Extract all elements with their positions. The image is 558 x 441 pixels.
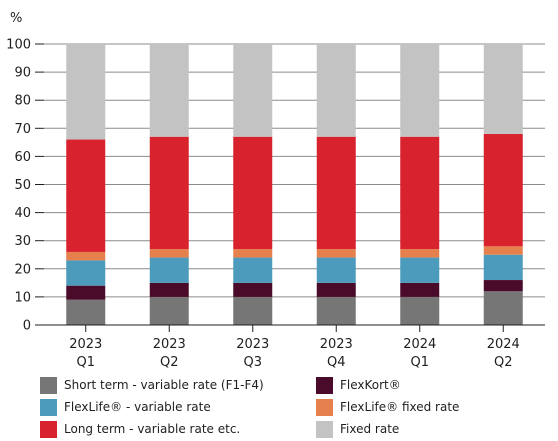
legend-item: Long term - variable rate etc. — [40, 420, 310, 438]
y-tick-label: 10 — [14, 290, 31, 305]
legend-item: FlexLife® fixed rate — [316, 398, 536, 416]
bar-segment — [233, 296, 273, 325]
bar-segment — [316, 282, 356, 297]
bar-segment — [400, 249, 440, 258]
y-tick-label: 60 — [14, 150, 31, 165]
x-tick-label-quarter: Q3 — [243, 355, 262, 370]
y-tick-label: 70 — [14, 122, 31, 137]
bar-segment — [66, 44, 106, 140]
bar-segment — [483, 44, 523, 134]
x-tick-label-quarter: Q2 — [160, 355, 179, 370]
bar-segment — [400, 44, 440, 137]
y-tick-label: 0 — [23, 319, 31, 334]
bar-segment — [233, 282, 273, 297]
x-tick-label-quarter: Q4 — [327, 355, 346, 370]
bar-segment — [149, 296, 189, 325]
bar-segment — [149, 282, 189, 297]
bar-segment — [483, 254, 523, 281]
legend-swatch — [316, 420, 333, 438]
legend-swatch — [316, 376, 333, 394]
bar-segment — [233, 249, 273, 258]
bar-segment — [316, 249, 356, 258]
y-tick-label: 50 — [14, 178, 31, 193]
bar-segment — [400, 282, 440, 297]
bar-segment — [233, 257, 273, 283]
bar-segment — [483, 291, 523, 325]
legend-item: Short term - variable rate (F1-F4) — [40, 376, 310, 394]
bar-segment — [66, 139, 106, 252]
y-axis-ticks: 0 10 20 30 40 50 60 70 80 90 100 — [6, 38, 44, 334]
bar-segment — [149, 44, 189, 137]
bar-segment — [483, 280, 523, 292]
x-tick-label-year: 2023 — [153, 337, 186, 352]
bar-stack — [66, 44, 106, 325]
x-axis-ticks: 2023 Q1 2023 Q2 2023 Q3 2023 Q4 2024 Q1 2024 Q2 — [69, 325, 520, 370]
bar-segment — [483, 133, 523, 247]
bar-segment — [149, 136, 189, 250]
bar-segment — [316, 136, 356, 250]
legend-item: Fixed rate — [316, 420, 536, 438]
bar-segment — [233, 44, 273, 137]
bar-segment — [66, 299, 106, 325]
bar-stack — [400, 44, 440, 325]
x-tick-label-year: 2023 — [236, 337, 269, 352]
legend-swatch — [40, 420, 57, 438]
x-tick-label-year: 2024 — [403, 337, 436, 352]
bar-segment — [316, 44, 356, 137]
x-tick-label-year: 2023 — [69, 337, 102, 352]
bar-segment — [66, 285, 106, 300]
bar-segment — [149, 249, 189, 258]
y-tick-label: 90 — [14, 66, 31, 81]
legend-label: FlexLife® fixed rate — [340, 399, 460, 414]
bar-segment — [316, 296, 356, 325]
bar-segment — [400, 136, 440, 250]
legend-swatch — [316, 398, 333, 416]
x-tick-label-quarter: Q1 — [410, 355, 429, 370]
y-tick-label: 100 — [6, 38, 31, 53]
bar-segment — [483, 246, 523, 255]
y-unit-label: % — [10, 11, 22, 26]
x-tick-label-year: 2024 — [487, 337, 520, 352]
x-tick-label-year: 2023 — [320, 337, 353, 352]
x-tick-label-quarter: Q2 — [494, 355, 513, 370]
legend-swatch — [40, 376, 57, 394]
legend-swatch — [40, 398, 57, 416]
bar-segment — [400, 296, 440, 325]
legend-item: FlexKort® — [316, 376, 536, 394]
legend-label: Long term - variable rate etc. — [64, 421, 241, 436]
bar-stack — [483, 44, 523, 325]
bar-stack — [233, 44, 273, 325]
legend-label: Short term - variable rate (F1-F4) — [64, 377, 264, 392]
y-tick-label: 80 — [14, 94, 31, 109]
bar-segment — [149, 257, 189, 283]
bar-segment — [66, 251, 106, 261]
legend-item: FlexLife® - variable rate — [40, 398, 310, 416]
bar-segment — [233, 136, 273, 250]
bars — [66, 44, 523, 325]
bar-segment — [66, 260, 106, 286]
legend: Short term - variable rate (F1-F4) FlexKo… — [40, 376, 540, 438]
x-tick-label-quarter: Q1 — [76, 355, 95, 370]
bar-stack — [316, 44, 356, 325]
gridlines — [44, 43, 545, 298]
y-tick-label: 30 — [14, 234, 31, 249]
bar-stack — [149, 44, 189, 325]
legend-label: Fixed rate — [340, 421, 400, 436]
legend-label: FlexKort® — [340, 377, 401, 392]
bar-segment — [316, 257, 356, 283]
legend-label: FlexLife® - variable rate — [64, 399, 211, 414]
y-tick-label: 20 — [14, 262, 31, 277]
y-tick-label: 40 — [14, 206, 31, 221]
bar-segment — [400, 257, 440, 283]
